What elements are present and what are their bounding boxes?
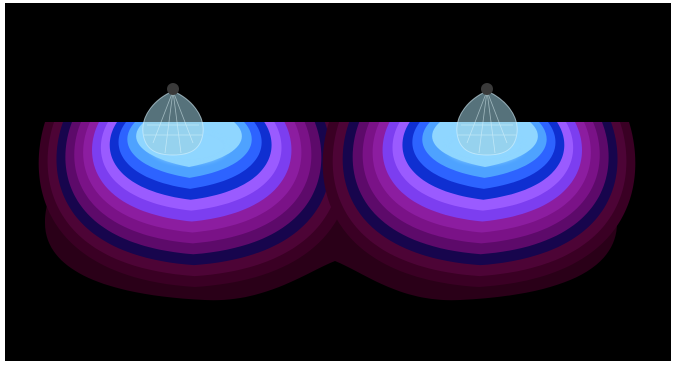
left-light-fixture (142, 83, 204, 156)
right-light-pool (322, 122, 636, 287)
lamp-shade-lines (458, 90, 516, 154)
lamp-cap (167, 83, 179, 95)
lamp-cap (481, 83, 493, 95)
right-light-fixture (456, 83, 518, 156)
lamp-shade-lines (144, 90, 202, 154)
lamp-shade (142, 90, 204, 156)
pendant-lamp-icon (456, 83, 518, 156)
lamp-shade (456, 90, 518, 156)
pendant-lamp-icon (142, 83, 204, 156)
light-distribution-visualization (38, 83, 636, 301)
light-distribution-scene (5, 3, 671, 361)
